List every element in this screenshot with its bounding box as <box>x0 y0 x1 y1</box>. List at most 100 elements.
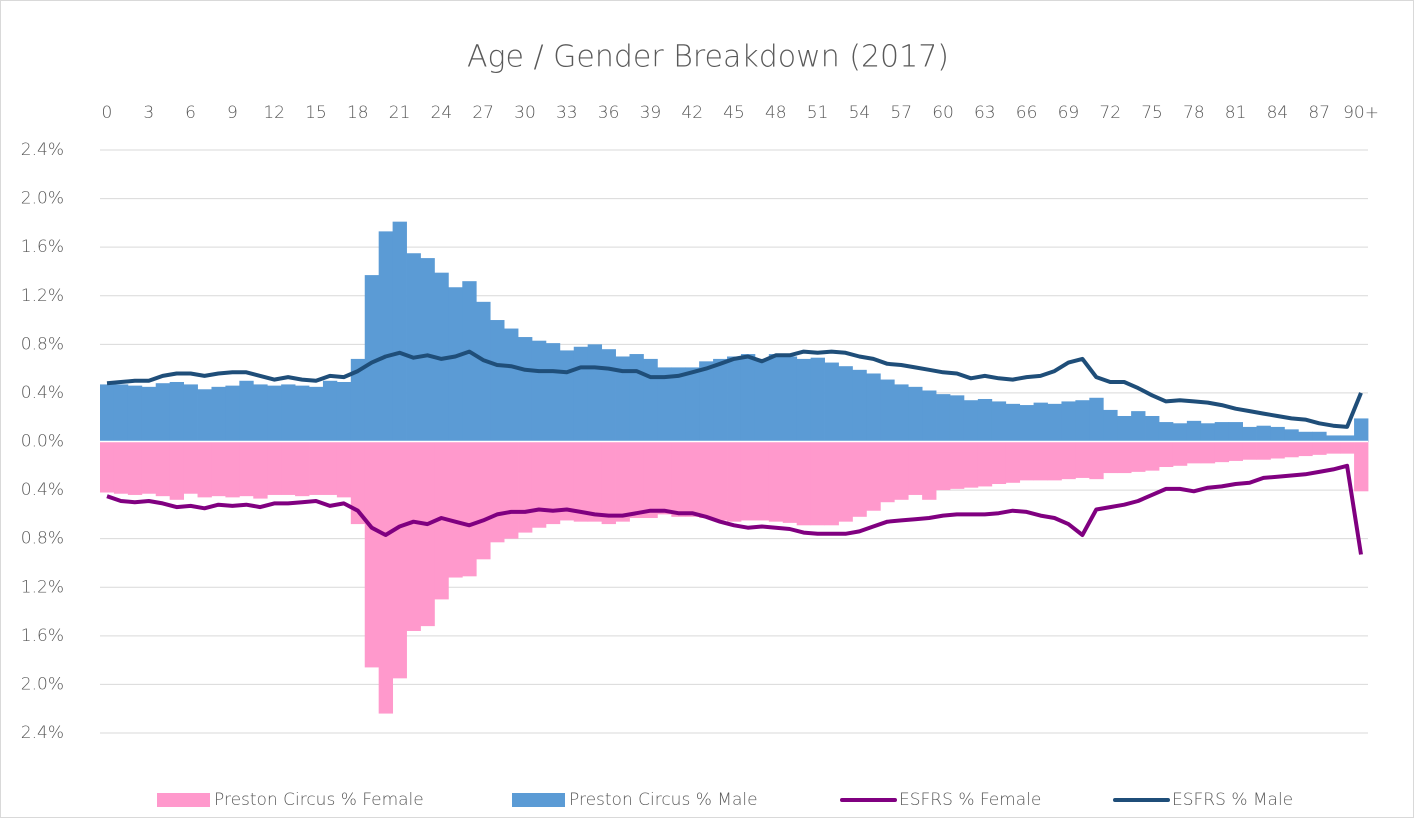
bar <box>448 441 463 578</box>
bar <box>852 369 867 442</box>
bar <box>1340 441 1355 454</box>
x-tick-label: 36 <box>598 103 620 123</box>
bar <box>155 383 171 442</box>
bar <box>1089 397 1104 442</box>
legend-label: Preston Circus % Female <box>214 790 424 810</box>
bar <box>350 358 366 442</box>
bar <box>740 441 756 521</box>
bar <box>810 441 825 526</box>
bar <box>1075 400 1090 442</box>
x-tick-label: 57 <box>890 103 912 123</box>
bar <box>657 441 672 515</box>
bar <box>1200 441 1216 464</box>
bar <box>504 441 519 539</box>
bar <box>643 441 658 519</box>
bar <box>587 344 603 442</box>
bar <box>1047 441 1062 481</box>
bar <box>281 384 296 442</box>
bar <box>267 441 282 495</box>
bar <box>364 441 380 668</box>
bar <box>295 441 310 497</box>
bar <box>406 441 421 631</box>
bar <box>1270 441 1285 459</box>
bar <box>364 275 380 442</box>
bar <box>782 441 798 523</box>
x-tick-label: 69 <box>1058 103 1080 123</box>
bar <box>866 441 881 511</box>
y-tick-label: 2.4% <box>21 723 64 743</box>
bar <box>518 441 533 533</box>
bar <box>1186 441 1202 464</box>
x-tick-label: 42 <box>681 103 703 123</box>
bar <box>1131 441 1146 472</box>
bar <box>197 441 212 498</box>
bar <box>1019 405 1034 442</box>
bar <box>1312 431 1327 442</box>
x-tick-label: 6 <box>185 103 196 123</box>
x-tick-label: 45 <box>723 103 745 123</box>
bar <box>434 441 449 600</box>
x-tick-label: 54 <box>849 103 871 123</box>
x-tick-label: 72 <box>1099 103 1121 123</box>
bar <box>685 367 700 442</box>
bar <box>531 441 547 528</box>
bar <box>1326 441 1341 454</box>
bar <box>1256 441 1271 460</box>
legend-swatch <box>512 793 565 807</box>
bar <box>1145 415 1160 442</box>
bar <box>239 380 254 442</box>
bar <box>768 441 784 522</box>
bar <box>1354 418 1369 442</box>
bar <box>1298 441 1313 457</box>
y-tick-label: 0.8% <box>21 334 64 354</box>
bar <box>1172 423 1188 442</box>
bar <box>309 441 324 495</box>
bar <box>936 441 951 491</box>
bar <box>573 441 589 522</box>
bar <box>1186 420 1202 442</box>
bar <box>1354 441 1369 492</box>
bar <box>504 328 519 442</box>
x-tick-label: 75 <box>1141 103 1163 123</box>
bar <box>127 385 143 442</box>
bar <box>531 340 547 442</box>
bar <box>1117 415 1132 442</box>
bar <box>991 441 1007 485</box>
bar <box>1061 401 1076 442</box>
chart-title: Age / Gender Breakdown (2017) <box>467 40 949 75</box>
bar <box>545 343 561 442</box>
bar <box>963 400 979 442</box>
bar <box>350 441 366 525</box>
bar <box>476 301 491 442</box>
bar <box>113 441 129 494</box>
bar <box>1033 402 1048 442</box>
x-tick-label: 30 <box>514 103 536 123</box>
bar <box>796 441 812 526</box>
bar <box>281 441 296 495</box>
bar <box>490 441 505 543</box>
bar <box>796 358 812 442</box>
bar <box>1005 403 1021 442</box>
bar <box>1033 441 1048 481</box>
y-tick-label: 1.2% <box>21 577 64 597</box>
y-tick-label: 0.4% <box>21 480 64 500</box>
bar <box>991 401 1007 442</box>
bar <box>420 258 435 442</box>
x-tick-label: 18 <box>347 103 369 123</box>
bar <box>643 358 658 442</box>
bar <box>1089 441 1104 480</box>
y-tick-label: 0.8% <box>21 529 64 549</box>
bar <box>225 441 240 498</box>
bar <box>1298 431 1313 442</box>
bar <box>936 394 951 442</box>
bar <box>127 441 143 495</box>
y-tick-label: 1.6% <box>21 237 64 257</box>
bar <box>922 390 937 442</box>
bar <box>838 441 853 522</box>
bar <box>573 346 589 442</box>
bar <box>685 441 700 517</box>
line <box>106 349 1363 429</box>
bar <box>977 398 993 442</box>
bar <box>1256 425 1271 442</box>
bar <box>267 385 282 442</box>
